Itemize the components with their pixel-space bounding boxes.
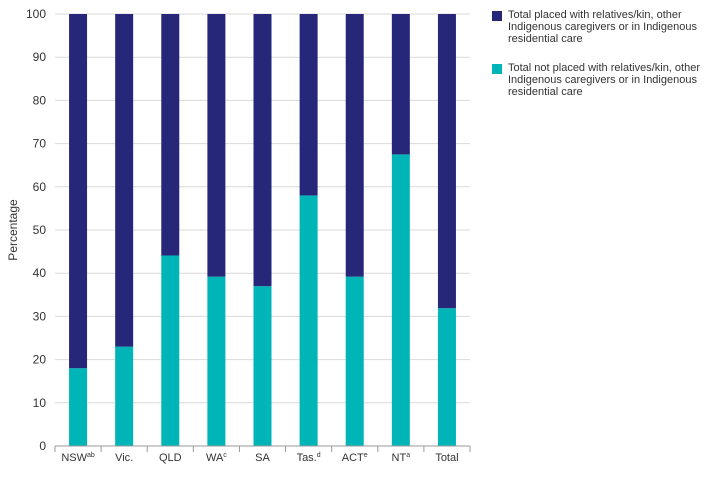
x-tick-label: Total [435,452,458,464]
bar-segment-placed [437,14,456,309]
x-tick-label: QLD [159,452,182,464]
y-tick-label: 20 [33,353,47,367]
bar-segment-not-placed [299,195,318,446]
bar-segment-not-placed [115,346,134,446]
bar-segment-placed [115,14,134,347]
bar-segment-placed [299,14,318,196]
x-tick-label: SA [255,452,270,464]
x-tick-label: NTa [392,452,411,464]
bar-segment-not-placed [391,154,410,446]
x-tick-label: ACTe [342,452,368,464]
x-tick-label: Vic. [115,452,133,464]
y-tick-label: 50 [33,223,47,237]
legend-swatch-not-placed [492,64,502,74]
y-tick-label: 10 [33,396,47,410]
bar-segment-not-placed [345,276,364,446]
bar-segment-not-placed [161,255,180,446]
legend-swatch-placed [492,11,502,21]
x-tick-label: WAc [206,452,227,464]
bar-segment-not-placed [253,286,272,446]
x-tick-label: Tas.d [297,452,321,464]
bar-segment-placed [345,14,364,277]
y-tick-label: 70 [33,137,47,151]
bar-segment-placed [207,14,226,277]
y-tick-label: 90 [33,50,47,64]
y-tick-label: 0 [39,439,46,453]
legend-item-placed: Total placed with relatives/kin, other I… [492,9,707,45]
x-tick-label: NSWab [61,452,95,464]
y-axis-label: Percentage [6,199,20,261]
bar-segment-placed [161,14,180,256]
legend-label-placed: Total placed with relatives/kin, other I… [508,9,697,45]
y-tick-label: 80 [33,93,47,107]
axes [54,445,471,452]
bar-segment-placed [69,14,88,369]
x-tick-labels: NSWab Vic. QLD WAc SA Tas.d ACTe NTa Total [61,452,458,464]
legend: Total placed with relatives/kin, other I… [492,9,707,115]
bar-segment-not-placed [207,276,226,446]
y-tick-label: 40 [33,266,47,280]
y-tick-labels: 0 10 20 30 40 50 60 70 80 90 100 [26,7,46,453]
y-tick-label: 100 [26,7,46,21]
bar-segment-not-placed [437,308,456,446]
legend-label-not-placed: Total not placed with relatives/kin, oth… [508,62,700,98]
bar-segment-placed [391,14,410,155]
bar-segment-placed [253,14,272,287]
legend-item-not-placed: Total not placed with relatives/kin, oth… [492,62,707,98]
y-tick-label: 60 [33,180,47,194]
bar-segment-not-placed [69,368,88,446]
y-tick-label: 30 [33,309,47,323]
bars [69,14,456,446]
